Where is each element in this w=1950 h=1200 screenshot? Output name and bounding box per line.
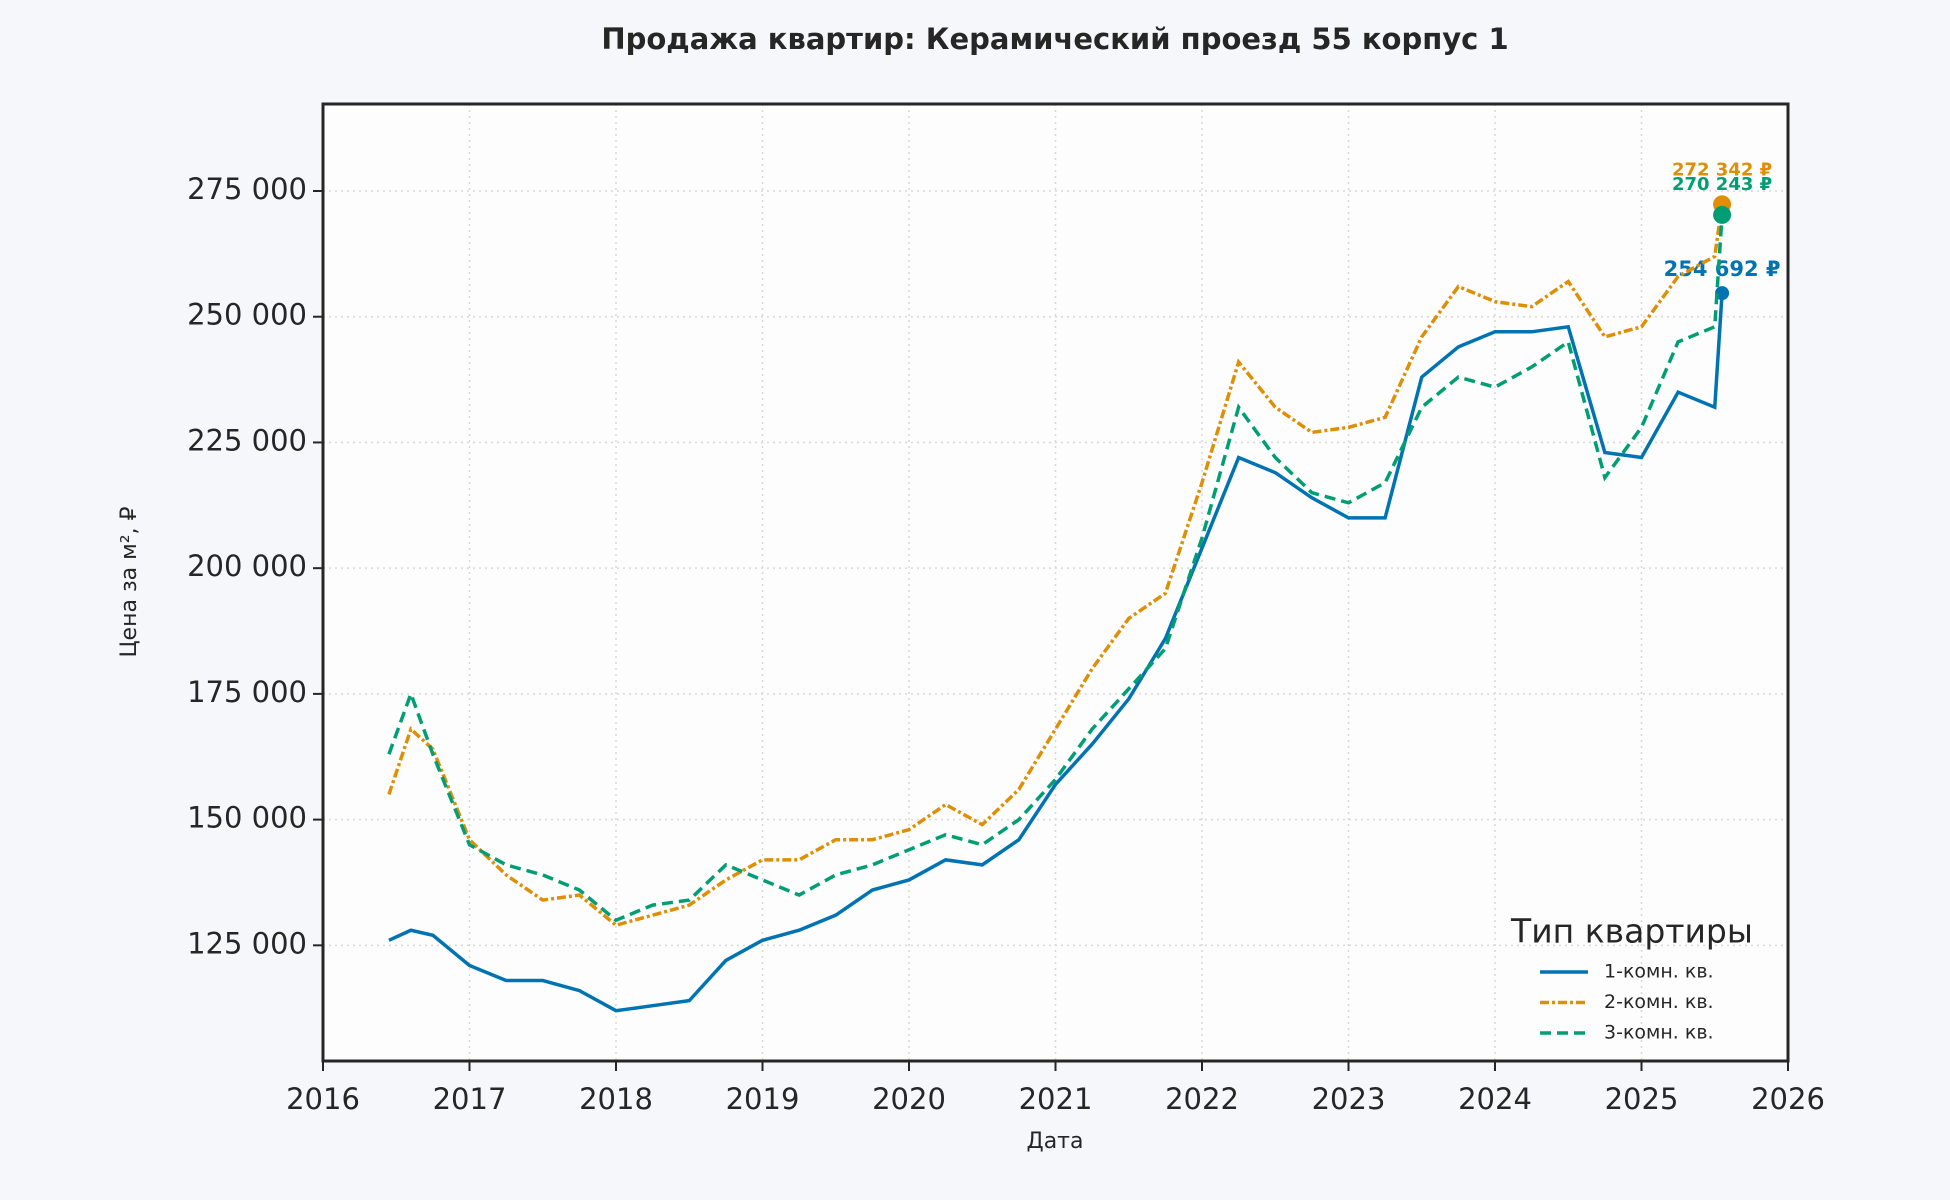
x-tick-label: 2026 [1751, 1082, 1825, 1116]
x-tick-label: 2022 [1165, 1082, 1239, 1116]
plot-area [323, 104, 1788, 1061]
y-tick-label: 250 000 [187, 298, 307, 332]
x-tick-label: 2025 [1605, 1082, 1679, 1116]
y-tick-label: 150 000 [187, 801, 307, 835]
y-tick-label: 200 000 [187, 549, 307, 583]
y-tick-label: 175 000 [187, 675, 307, 709]
x-tick-label: 2016 [286, 1082, 360, 1116]
x-tick-label: 2020 [872, 1082, 946, 1116]
end-label: 254 692 ₽ [1664, 257, 1781, 281]
y-tick-label: 125 000 [187, 926, 307, 960]
x-tick-label: 2018 [579, 1082, 653, 1116]
y-tick-label: 225 000 [187, 423, 307, 457]
series-line [388, 293, 1724, 1013]
x-tick-label: 2023 [1312, 1082, 1386, 1116]
end-point [1715, 286, 1730, 301]
chart-title: Продажа квартир: Керамический проезд 55 … [601, 22, 1508, 56]
y-tick-label: 275 000 [187, 172, 307, 206]
end-label: 272 342 ₽ [1672, 159, 1772, 180]
x-tick-label: 2019 [726, 1082, 800, 1116]
series-line [387, 204, 1724, 928]
y-axis-label: Цена за м², ₽ [117, 506, 142, 657]
legend-title: Тип квартиры [1510, 912, 1753, 951]
x-axis-label: Дата [1027, 1129, 1084, 1154]
legend-label: 3-комн. кв. [1604, 1022, 1714, 1044]
end-label: 270 243 ₽ [1672, 174, 1772, 195]
legend-label: 1-комн. кв. [1604, 961, 1714, 983]
x-tick-label: 2024 [1458, 1082, 1532, 1116]
plot-frame [321, 102, 1790, 1063]
series-line [387, 214, 1724, 923]
x-tick-label: 2021 [1019, 1082, 1093, 1116]
end-point [1713, 205, 1732, 224]
legend-label: 2-комн. кв. [1604, 991, 1714, 1013]
x-tick-label: 2017 [433, 1082, 507, 1116]
